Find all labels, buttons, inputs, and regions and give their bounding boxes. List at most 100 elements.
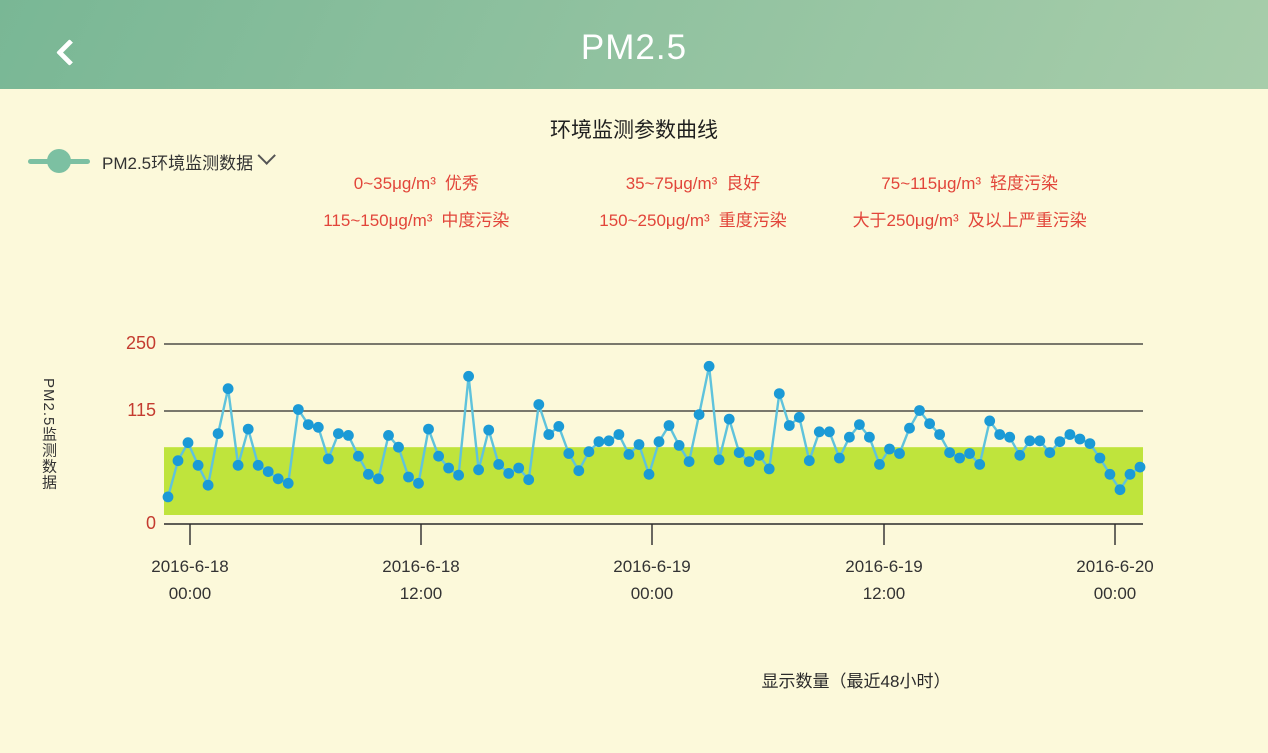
chart-point[interactable] xyxy=(643,468,655,480)
chart-point[interactable] xyxy=(1054,436,1066,448)
chart-point[interactable] xyxy=(954,452,965,464)
chart-point[interactable] xyxy=(844,431,855,443)
chart-point[interactable] xyxy=(1044,447,1056,458)
chart-point[interactable] xyxy=(553,421,565,432)
chart-point[interactable] xyxy=(1064,429,1076,440)
chart-point[interactable] xyxy=(663,420,675,431)
chart-point[interactable] xyxy=(994,429,1006,440)
chart-point[interactable] xyxy=(944,447,955,458)
chart-point[interactable] xyxy=(1004,431,1016,443)
chart-point[interactable] xyxy=(803,455,815,467)
chart-point[interactable] xyxy=(1134,461,1146,473)
chart-point[interactable] xyxy=(964,448,975,459)
chart-point[interactable] xyxy=(1014,449,1026,461)
chart-point[interactable] xyxy=(783,420,795,431)
chart-point[interactable] xyxy=(443,462,454,474)
chart-point[interactable] xyxy=(192,459,204,471)
chart-point[interactable] xyxy=(413,477,424,489)
chart-point[interactable] xyxy=(854,419,865,430)
chart-point[interactable] xyxy=(874,459,885,470)
chart-point[interactable] xyxy=(473,464,484,476)
chart-point[interactable] xyxy=(613,429,625,440)
chart-point[interactable] xyxy=(834,452,845,464)
chart-point[interactable] xyxy=(363,468,374,480)
chart-point[interactable] xyxy=(1034,435,1046,447)
series-legend-dropdown[interactable]: PM2.5环境监测数据 xyxy=(28,144,277,178)
chart-point[interactable] xyxy=(1094,452,1106,464)
chart-point[interactable] xyxy=(373,473,384,485)
chart-point[interactable] xyxy=(563,448,575,459)
chart-point[interactable] xyxy=(302,419,314,430)
chart-point[interactable] xyxy=(603,435,615,447)
chart-point[interactable] xyxy=(813,426,825,438)
chart-point[interactable] xyxy=(282,477,294,489)
chart-point[interactable] xyxy=(503,468,515,479)
chart-point[interactable] xyxy=(593,436,605,448)
chart-point[interactable] xyxy=(272,473,284,485)
chart-point[interactable] xyxy=(934,429,945,440)
chart-point[interactable] xyxy=(393,441,404,453)
chart-point[interactable] xyxy=(633,439,645,450)
chart-point[interactable] xyxy=(182,437,194,449)
chart-point[interactable] xyxy=(333,428,344,439)
chart-point[interactable] xyxy=(573,465,585,477)
chart-point[interactable] xyxy=(974,459,986,470)
chart-point[interactable] xyxy=(1074,433,1086,445)
chart-point[interactable] xyxy=(202,479,214,491)
chart-point[interactable] xyxy=(693,409,705,420)
chart-point[interactable] xyxy=(924,418,935,430)
chart-point[interactable] xyxy=(653,436,665,448)
chart-point[interactable] xyxy=(914,405,925,416)
chart-point[interactable] xyxy=(703,360,715,372)
chart-point[interactable] xyxy=(453,469,464,481)
chart-point[interactable] xyxy=(1124,468,1136,480)
chart-point[interactable] xyxy=(292,404,304,415)
chart-point[interactable] xyxy=(1104,468,1116,480)
chart-point[interactable] xyxy=(433,450,444,462)
chart-point[interactable] xyxy=(583,446,595,458)
chart-point[interactable] xyxy=(212,428,224,439)
chart-point[interactable] xyxy=(463,370,474,382)
chart-point[interactable] xyxy=(232,459,244,471)
chart-point[interactable] xyxy=(343,430,354,441)
chart-point[interactable] xyxy=(543,429,555,440)
chart-point[interactable] xyxy=(242,423,254,435)
chart-point[interactable] xyxy=(423,423,434,435)
chart-point[interactable] xyxy=(884,443,895,455)
chart-point[interactable] xyxy=(312,421,324,433)
chart-point[interactable] xyxy=(763,463,775,475)
chart-point[interactable] xyxy=(713,454,725,466)
chart-point[interactable] xyxy=(523,474,535,486)
chart-point[interactable] xyxy=(1084,438,1096,449)
chart-point[interactable] xyxy=(172,455,184,467)
chart-point[interactable] xyxy=(222,383,234,395)
chart-point[interactable] xyxy=(513,462,525,474)
chart-point[interactable] xyxy=(483,424,495,436)
chart-point[interactable] xyxy=(493,459,505,470)
chart-point[interactable] xyxy=(623,449,635,460)
chart-point[interactable] xyxy=(864,431,875,443)
chart-point[interactable] xyxy=(533,399,545,410)
chart-point[interactable] xyxy=(162,491,174,503)
chart-point[interactable] xyxy=(322,453,334,465)
chart-point[interactable] xyxy=(894,448,905,459)
chart-point[interactable] xyxy=(262,466,274,477)
chart-point[interactable] xyxy=(723,413,735,425)
chart-point[interactable] xyxy=(252,459,264,471)
chart-point[interactable] xyxy=(904,422,915,434)
chart-point[interactable] xyxy=(743,456,755,467)
chart-point[interactable] xyxy=(353,450,364,462)
chart-point[interactable] xyxy=(984,415,996,427)
chart-point[interactable] xyxy=(793,411,805,423)
chart-point[interactable] xyxy=(733,447,745,458)
chart-point[interactable] xyxy=(383,430,394,441)
chart-point[interactable] xyxy=(1114,484,1126,496)
chart-point[interactable] xyxy=(1024,435,1036,447)
chart-point[interactable] xyxy=(773,388,785,399)
chart-point[interactable] xyxy=(824,426,835,438)
chart-point[interactable] xyxy=(403,471,414,483)
chart-point[interactable] xyxy=(683,456,695,467)
chart-point[interactable] xyxy=(753,449,765,461)
chart-point[interactable] xyxy=(673,440,685,451)
